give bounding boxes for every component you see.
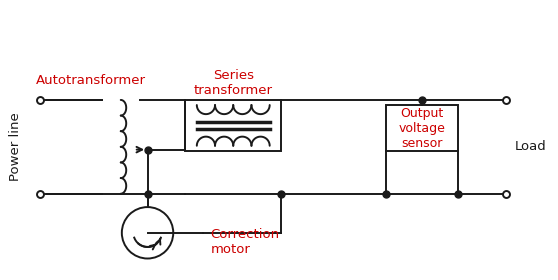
Text: Correction
motor: Correction motor xyxy=(211,228,280,256)
Bar xyxy=(386,105,458,151)
Text: Output
voltage
sensor: Output voltage sensor xyxy=(398,107,445,150)
Text: Load: Load xyxy=(514,140,546,153)
Bar xyxy=(185,100,281,151)
Text: Series
transformer: Series transformer xyxy=(194,69,273,97)
Text: Autotransformer: Autotransformer xyxy=(36,74,146,87)
Text: Power line: Power line xyxy=(9,113,22,181)
